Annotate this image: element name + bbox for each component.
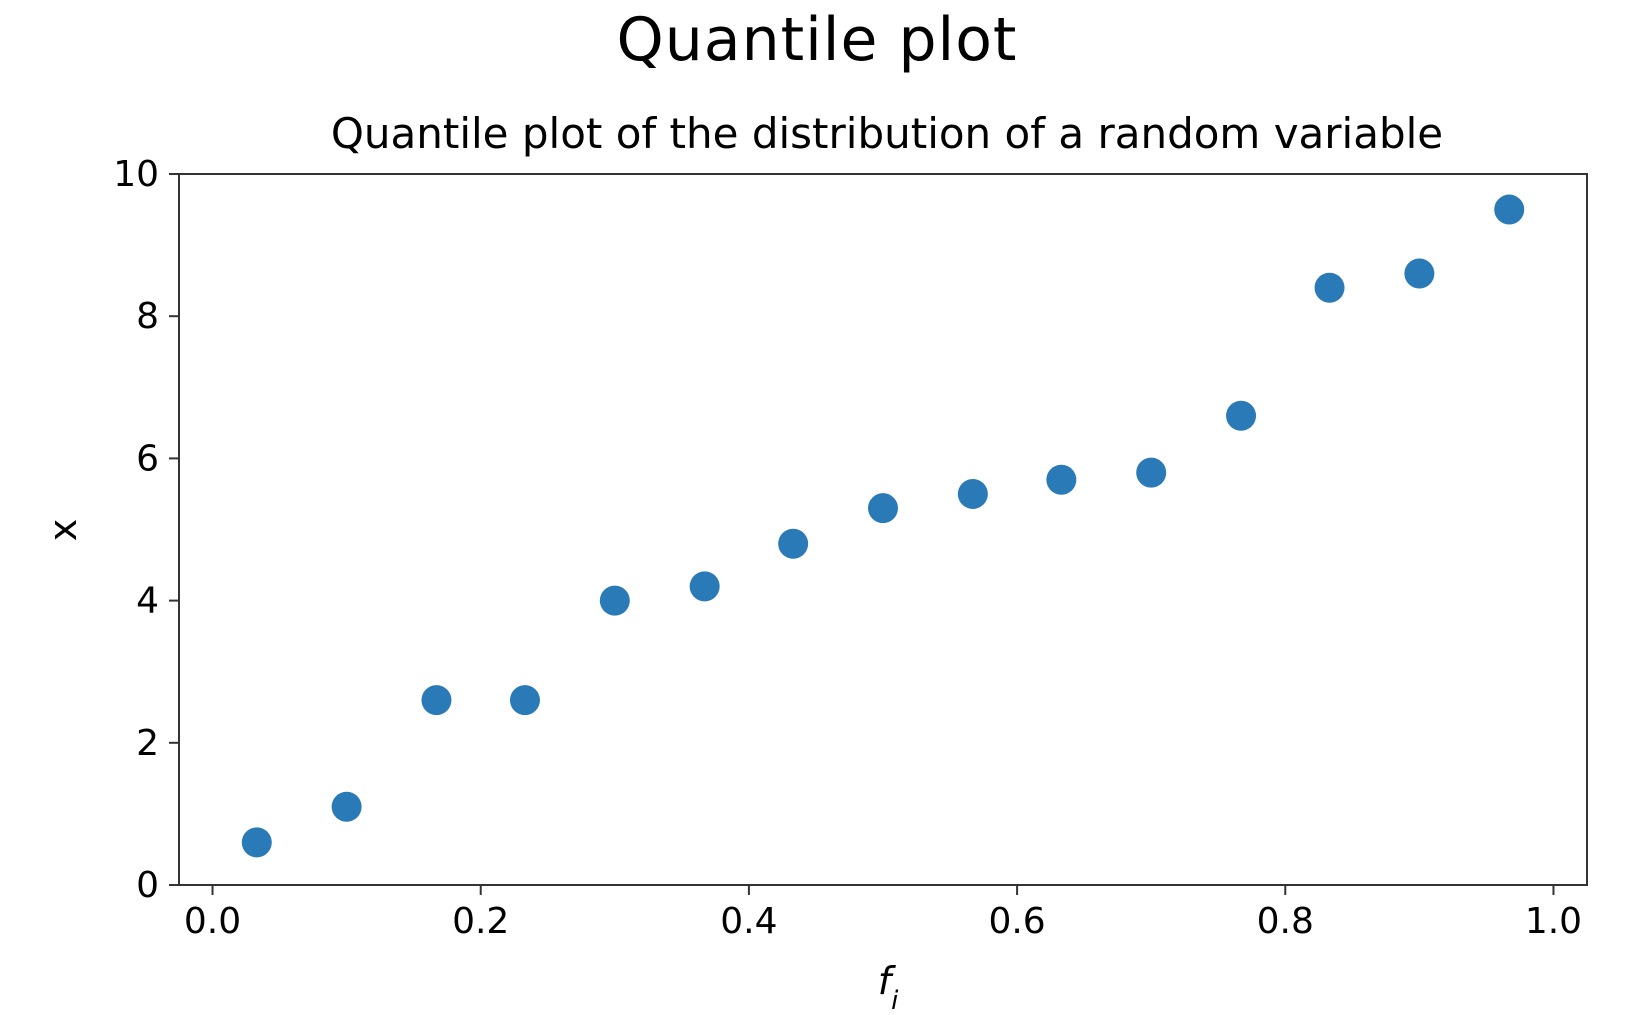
data-point xyxy=(1136,457,1167,488)
x-tick-label: 0.6 xyxy=(988,901,1045,942)
data-point xyxy=(1314,272,1345,303)
y-tick-label: 2 xyxy=(136,723,159,764)
data-point xyxy=(421,685,452,716)
page-title: Quantile plot xyxy=(616,5,1018,75)
plot-frame xyxy=(178,173,1588,886)
x-tick-label: 1.0 xyxy=(1525,901,1582,942)
y-tick-label: 10 xyxy=(113,154,159,195)
x-axis-label-subscript: i xyxy=(891,986,899,1015)
data-point xyxy=(1494,194,1525,225)
data-point xyxy=(241,827,272,858)
x-tick-label: 0.4 xyxy=(720,901,777,942)
data-point xyxy=(957,478,988,509)
y-axis-label: x xyxy=(41,519,85,542)
x-axis-label: fi xyxy=(878,959,899,1015)
data-point xyxy=(599,585,630,616)
axes: 0.0 0.2 0.4 0.6 0.8 1.0 0 2 4 6 8 10 xyxy=(113,154,1588,942)
x-tick-label: 0.2 xyxy=(452,901,509,942)
chart-subtitle: Quantile plot of the distribution of a r… xyxy=(331,109,1443,158)
data-point xyxy=(689,571,720,602)
y-tick-label: 6 xyxy=(136,438,159,479)
data-point xyxy=(331,791,362,822)
y-tick-label: 0 xyxy=(136,865,159,906)
x-tick-label: 0.0 xyxy=(184,901,241,942)
data-point xyxy=(1226,400,1257,431)
data-point xyxy=(868,493,898,524)
y-tick-label: 4 xyxy=(136,581,159,622)
data-point xyxy=(778,528,809,559)
x-tick-label: 0.8 xyxy=(1257,901,1314,942)
data-point xyxy=(509,685,540,716)
data-point xyxy=(1404,258,1435,289)
data-point xyxy=(1046,464,1077,495)
y-tick-label: 8 xyxy=(136,296,159,337)
data-points xyxy=(241,194,1525,858)
